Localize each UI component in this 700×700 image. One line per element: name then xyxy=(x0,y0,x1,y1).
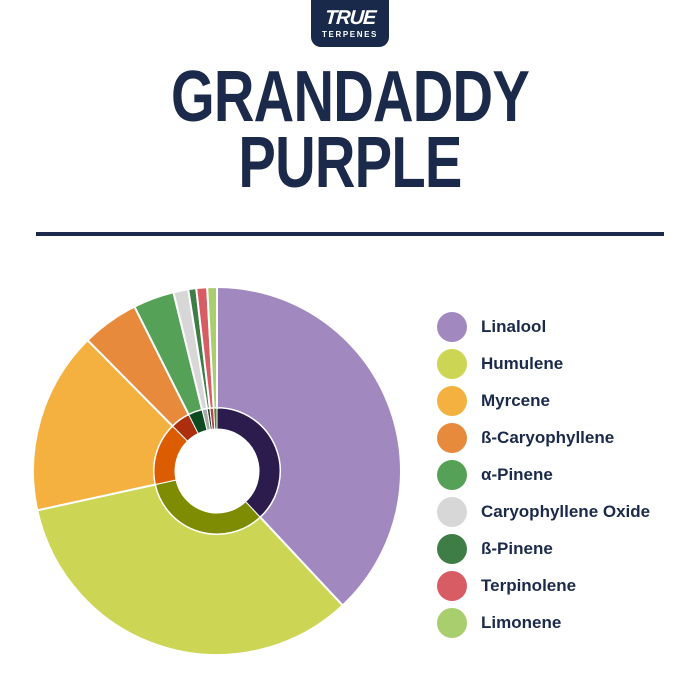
legend-swatch-circle xyxy=(437,349,467,379)
legend-label: α-Pinene xyxy=(481,465,553,484)
legend-swatch-circle xyxy=(437,497,467,527)
page-title-line1: GRANDADDY xyxy=(170,57,530,137)
page-title: GRANDADDY PURPLE xyxy=(0,57,700,203)
legend-label: Myrcene xyxy=(481,391,550,410)
legend-swatch-circle xyxy=(437,571,467,601)
legend-swatch-circle xyxy=(437,423,467,453)
legend: Linalool Humulene Myrcene ß-Caryophyllene α-… xyxy=(437,312,650,645)
legend-swatch-circle xyxy=(437,386,467,416)
legend-item: Linalool xyxy=(437,312,650,342)
legend-item: ß-Caryophyllene xyxy=(437,423,650,453)
legend-item: ß-Pinene xyxy=(437,534,650,564)
legend-item: Caryophyllene Oxide xyxy=(437,497,650,527)
legend-item: Limonene xyxy=(437,608,650,638)
page-title-line2: PURPLE xyxy=(238,123,462,203)
pie-inner-ring-slice xyxy=(213,407,218,430)
legend-label: ß-Caryophyllene xyxy=(481,428,615,447)
true-terpenes-logo: TRUE TERPENES xyxy=(311,0,389,47)
legend-item: Humulene xyxy=(437,349,650,379)
legend-swatch-circle xyxy=(437,460,467,490)
legend-swatch-circle xyxy=(437,608,467,638)
legend-label: Humulene xyxy=(481,354,564,373)
legend-item: Terpinolene xyxy=(437,571,650,601)
legend-label: Linalool xyxy=(481,317,547,336)
legend-label: ß-Pinene xyxy=(481,539,553,558)
legend-item: Myrcene xyxy=(437,386,650,416)
legend-swatch-circle xyxy=(437,312,467,342)
legend-label: Terpinolene xyxy=(481,576,577,595)
legend-label: Caryophyllene Oxide xyxy=(481,502,651,521)
terpene-pie-chart xyxy=(32,285,402,656)
legend-swatch-circle xyxy=(437,534,467,564)
brand-subtitle: TERPENES xyxy=(322,30,378,39)
brand-wordmark: TRUE xyxy=(323,7,376,29)
legend-label: Limonene xyxy=(481,613,562,632)
legend-item: α-Pinene xyxy=(437,460,650,490)
title-divider xyxy=(36,232,664,236)
